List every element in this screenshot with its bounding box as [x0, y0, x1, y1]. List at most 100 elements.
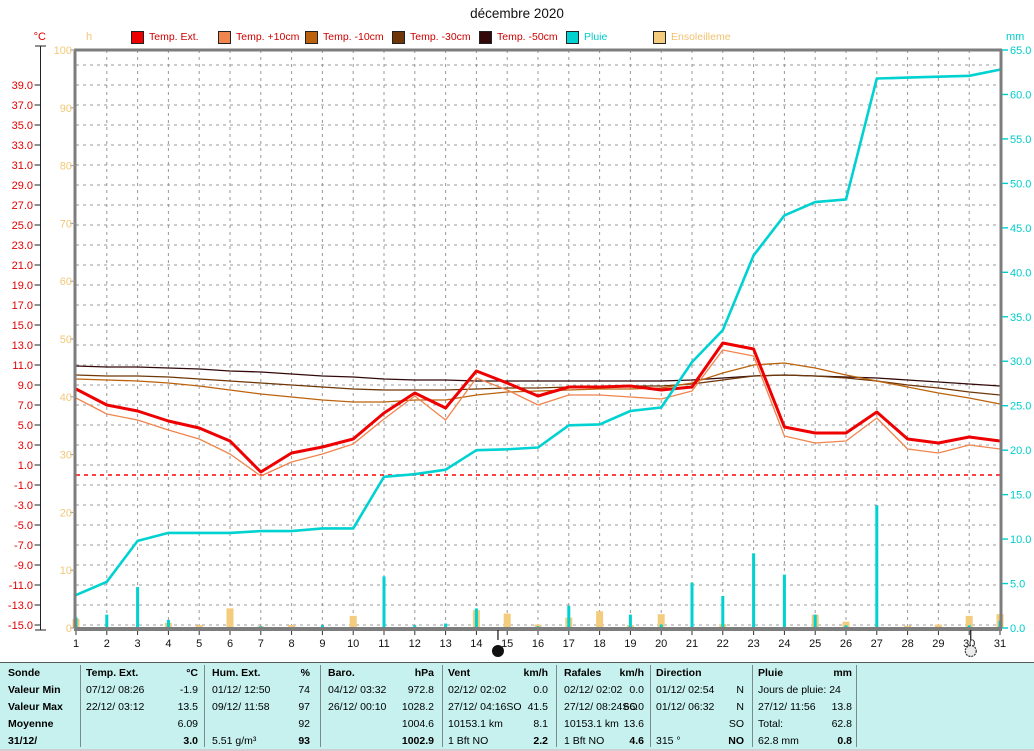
cell-value: 92: [298, 718, 310, 730]
table-col-temp-ext: Temp. Ext. °C 07/12/ 08:26 -1.9 22/12/ 03:12…: [86, 663, 198, 751]
cell-text: 02/12/ 02:02: [564, 684, 623, 696]
cell-value: 0.0: [533, 684, 548, 696]
data-row: 27/12/ 08:24SO 66.0: [564, 699, 644, 716]
data-row: Total: 62.8: [758, 716, 852, 733]
cell-value: 97: [298, 701, 310, 713]
cell-value: 41.5: [527, 701, 548, 713]
ensoleillement-bar-day-20: [657, 614, 665, 628]
day-tick-label: 20: [655, 638, 667, 650]
temp-10cm-swatch-icon: [305, 30, 318, 44]
full-moon-icon: [964, 644, 977, 658]
cell-text: Valeur Max: [8, 701, 63, 713]
day-tick-label: 17: [563, 638, 575, 650]
temp-50cm-swatch-icon: [479, 30, 492, 44]
table-col-baro: Baro. hPa 04/12/ 03:32 972.8 26/12/ 00:10 102…: [328, 663, 434, 751]
cell-text: 27/12/ 11:56: [758, 701, 816, 713]
day-tick-label: 22: [717, 638, 729, 650]
day-tick-label: 15: [501, 638, 513, 650]
cell-text: 04/12/ 03:32: [328, 684, 387, 696]
cell-value: 62.8: [831, 718, 852, 730]
cell-text: 5.51 g/m³: [212, 735, 257, 747]
mm-tick-label: 15.0: [1010, 490, 1031, 502]
table-column-separator: [650, 665, 651, 747]
data-row: 3.0: [86, 733, 198, 750]
cell-text: Baro.: [328, 667, 355, 679]
weather-chart-svg: 39.037.035.033.031.029.027.025.023.021.0…: [8, 45, 1031, 658]
cell-value: %: [300, 667, 310, 679]
cell-text: 26/12/ 00:10: [328, 701, 387, 713]
legend-label: Temp. -10cm: [323, 31, 384, 43]
data-row: 1 Bft NO 2.2: [448, 733, 548, 750]
pluie-jour-bar-day-12: [413, 625, 417, 628]
pluie-jour-bar-day-22: [721, 595, 725, 628]
celsius-tick-label: -7.0: [14, 540, 33, 552]
cell-value: mm: [833, 667, 852, 679]
day-tick-label: 8: [289, 638, 295, 650]
celsius-axis: 39.0 37.0 35.0 33.0 31.0 29.0 27.0 25.0 23.0 21.0…: [8, 45, 46, 632]
hours-tick-label: 60: [60, 276, 72, 288]
cell-value: 13.6: [623, 718, 644, 730]
cell-value: 74: [298, 684, 310, 696]
day-tick-label: 9: [319, 638, 325, 650]
celsius-tick-label: 5.0: [18, 420, 33, 432]
mm-tick-label: 45.0: [1010, 223, 1031, 235]
day-tick-label: 18: [593, 638, 605, 650]
cell-text: 10153.1 km: [448, 718, 503, 730]
header-row: Temp. Ext. °C: [86, 665, 198, 682]
grid-lines: [76, 50, 1000, 628]
celsius-tick-label: 11.0: [12, 360, 33, 372]
temp-30cm-swatch-icon: [392, 30, 405, 44]
hours-tick-label: 80: [60, 161, 72, 173]
celsius-tick-label: 33.0: [12, 140, 33, 152]
data-row: 07/12/ 08:26 -1.9: [86, 682, 198, 699]
cell-value: km/h: [523, 667, 548, 679]
cell-text: Temp. Ext.: [86, 667, 139, 679]
ensoleillement-bar-day-18: [596, 611, 604, 628]
data-row: 315 ° NO: [656, 733, 744, 750]
mm-tick-label: 50.0: [1010, 178, 1031, 190]
cell-value: km/h: [619, 667, 644, 679]
pluie-jour-bar-day-3: [136, 587, 140, 628]
day-tick-label: 27: [871, 638, 883, 650]
temp-10cm-swatch-icon: [218, 30, 231, 44]
legend-label: Temp. -30cm: [410, 31, 471, 43]
day-tick-label: 6: [227, 638, 233, 650]
data-row: 01/12/ 06:32 N: [656, 699, 744, 716]
table-column-separator: [320, 665, 321, 747]
mm-tick-label: 55.0: [1010, 134, 1031, 146]
table-col-hum-ext: Hum. Ext.% 01/12/ 12:50 74 09/12/ 11:58 97 92…: [212, 663, 310, 751]
header-row: Baro. hPa: [328, 665, 434, 682]
cell-text: 01/12/ 02:54: [656, 684, 715, 696]
pluie-jour-bar-day-9: [320, 625, 324, 628]
row-label: Sonde: [8, 665, 78, 682]
day-axis: 1 2 3 4 5 6 7 8 9 10 11 12 13 14 15 16 17 18 19 20 21 22 23 24 2…: [73, 631, 1006, 650]
ensoleillement-bar-day-5: [195, 625, 203, 628]
cell-value: 8.1: [533, 718, 548, 730]
cell-text: 22/12/ 03:12: [86, 701, 145, 713]
table-column-separator: [442, 665, 443, 747]
legend-item-temp-50cm: Temp. -50cm: [479, 30, 558, 44]
temp-50cm-line: [75, 365, 1001, 387]
left-axis-hours-unit: h: [86, 31, 93, 43]
table-column-separator: [80, 665, 81, 747]
data-row: 22/12/ 03:12 13.5: [86, 699, 198, 716]
mm-tick-label: 65.0: [1010, 45, 1031, 57]
cell-value: 972.8: [407, 684, 434, 696]
table-col-sonde: Sonde Valeur Min Valeur Max Moyenne 31/12/: [8, 663, 78, 751]
cell-value: 6.09: [177, 718, 198, 730]
data-row: 27/12/ 11:56 13.8: [758, 699, 852, 716]
pluie-jour-bars: [74, 505, 1002, 628]
table-col-direction: Direction 01/12/ 02:54 N 01/12/ 06:32 N SO 315…: [656, 663, 744, 751]
celsius-tick-label: -1.0: [14, 480, 33, 492]
day-tick-label: 24: [778, 638, 790, 650]
pluie-jour-bar-day-13: [444, 623, 448, 628]
cell-value: 0.0: [629, 684, 644, 696]
cell-value: N: [736, 684, 744, 696]
day-tick-label: 26: [840, 638, 852, 650]
cell-value: -1.9: [179, 684, 198, 696]
day-tick-label: 10: [347, 638, 359, 650]
row-label: Valeur Min: [8, 682, 78, 699]
data-row: Jours de pluie: 24: [758, 682, 852, 699]
mm-tick-label: 25.0: [1010, 401, 1031, 413]
hours-tick-label: 90: [60, 103, 72, 115]
